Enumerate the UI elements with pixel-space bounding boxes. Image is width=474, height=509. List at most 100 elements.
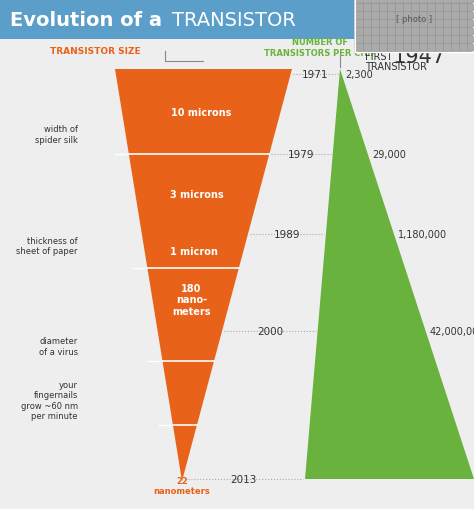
Text: 1971: 1971 xyxy=(302,70,328,80)
Bar xyxy=(380,21,387,28)
Bar xyxy=(428,45,435,52)
Text: FIRST: FIRST xyxy=(365,52,392,62)
Bar xyxy=(468,0,474,4)
Bar xyxy=(460,29,467,36)
Bar xyxy=(364,5,371,12)
Bar xyxy=(436,13,443,20)
Bar xyxy=(356,13,363,20)
Bar xyxy=(380,45,387,52)
Bar xyxy=(355,0,473,53)
Bar xyxy=(412,45,419,52)
Bar xyxy=(468,13,474,20)
Bar xyxy=(372,45,379,52)
Bar xyxy=(372,13,379,20)
Bar xyxy=(460,37,467,44)
Bar xyxy=(428,29,435,36)
Bar xyxy=(420,29,427,36)
Bar xyxy=(452,45,459,52)
Bar xyxy=(444,45,451,52)
Bar xyxy=(404,29,411,36)
Bar xyxy=(388,0,395,4)
Bar xyxy=(396,45,403,52)
Bar xyxy=(372,0,379,4)
Bar xyxy=(452,0,459,4)
Bar xyxy=(460,5,467,12)
Bar xyxy=(396,13,403,20)
Bar xyxy=(420,21,427,28)
Bar xyxy=(444,13,451,20)
Bar xyxy=(388,45,395,52)
Bar xyxy=(436,37,443,44)
Bar xyxy=(412,21,419,28)
Bar xyxy=(404,45,411,52)
Bar xyxy=(468,21,474,28)
Text: 1,180,000: 1,180,000 xyxy=(398,230,447,240)
Bar xyxy=(452,21,459,28)
Bar xyxy=(444,0,451,4)
Bar xyxy=(412,13,419,20)
Bar xyxy=(372,29,379,36)
Bar xyxy=(396,21,403,28)
Text: 2013: 2013 xyxy=(230,474,257,484)
Bar xyxy=(468,37,474,44)
Text: width of
spider silk: width of spider silk xyxy=(35,125,78,145)
Bar xyxy=(468,45,474,52)
Bar xyxy=(0,0,474,40)
Bar xyxy=(452,13,459,20)
Bar xyxy=(396,29,403,36)
Bar xyxy=(356,45,363,52)
Bar xyxy=(364,21,371,28)
Bar xyxy=(460,45,467,52)
Bar xyxy=(420,45,427,52)
Bar xyxy=(412,0,419,4)
Bar xyxy=(444,37,451,44)
Bar xyxy=(396,5,403,12)
Text: 3 microns: 3 microns xyxy=(170,190,224,200)
Bar xyxy=(380,29,387,36)
Text: 1979: 1979 xyxy=(288,150,314,160)
Text: 29,000: 29,000 xyxy=(372,150,406,160)
Bar xyxy=(372,21,379,28)
Bar xyxy=(388,29,395,36)
Bar xyxy=(356,5,363,12)
Bar xyxy=(372,5,379,12)
Bar xyxy=(356,29,363,36)
Bar xyxy=(355,0,473,50)
Text: 180
nano-
meters: 180 nano- meters xyxy=(172,283,211,316)
Text: 42,000,000: 42,000,000 xyxy=(429,326,474,336)
Text: TRANSISTOR: TRANSISTOR xyxy=(365,62,427,72)
Bar xyxy=(420,5,427,12)
Bar xyxy=(364,37,371,44)
Bar xyxy=(412,29,419,36)
Polygon shape xyxy=(115,70,292,481)
Bar xyxy=(452,29,459,36)
Bar xyxy=(428,0,435,4)
Bar xyxy=(364,29,371,36)
Bar xyxy=(356,37,363,44)
Bar xyxy=(380,0,387,4)
Bar xyxy=(436,5,443,12)
Bar xyxy=(428,37,435,44)
Bar xyxy=(356,0,363,4)
Bar xyxy=(428,5,435,12)
Bar xyxy=(380,37,387,44)
Bar xyxy=(444,5,451,12)
Text: TRANSISTOR SIZE: TRANSISTOR SIZE xyxy=(50,47,141,56)
Bar xyxy=(388,5,395,12)
Bar xyxy=(412,5,419,12)
Polygon shape xyxy=(305,70,474,479)
Bar xyxy=(436,45,443,52)
Bar xyxy=(452,5,459,12)
Bar xyxy=(460,21,467,28)
Text: 1 micron: 1 micron xyxy=(170,246,218,256)
Bar xyxy=(468,5,474,12)
Bar xyxy=(420,0,427,4)
Bar xyxy=(396,0,403,4)
Text: 1989: 1989 xyxy=(273,230,300,240)
Bar xyxy=(396,37,403,44)
Text: diameter
of a virus: diameter of a virus xyxy=(39,336,78,356)
Bar xyxy=(404,5,411,12)
Bar xyxy=(420,37,427,44)
Bar xyxy=(372,37,379,44)
Text: 10 microns: 10 microns xyxy=(171,107,231,117)
